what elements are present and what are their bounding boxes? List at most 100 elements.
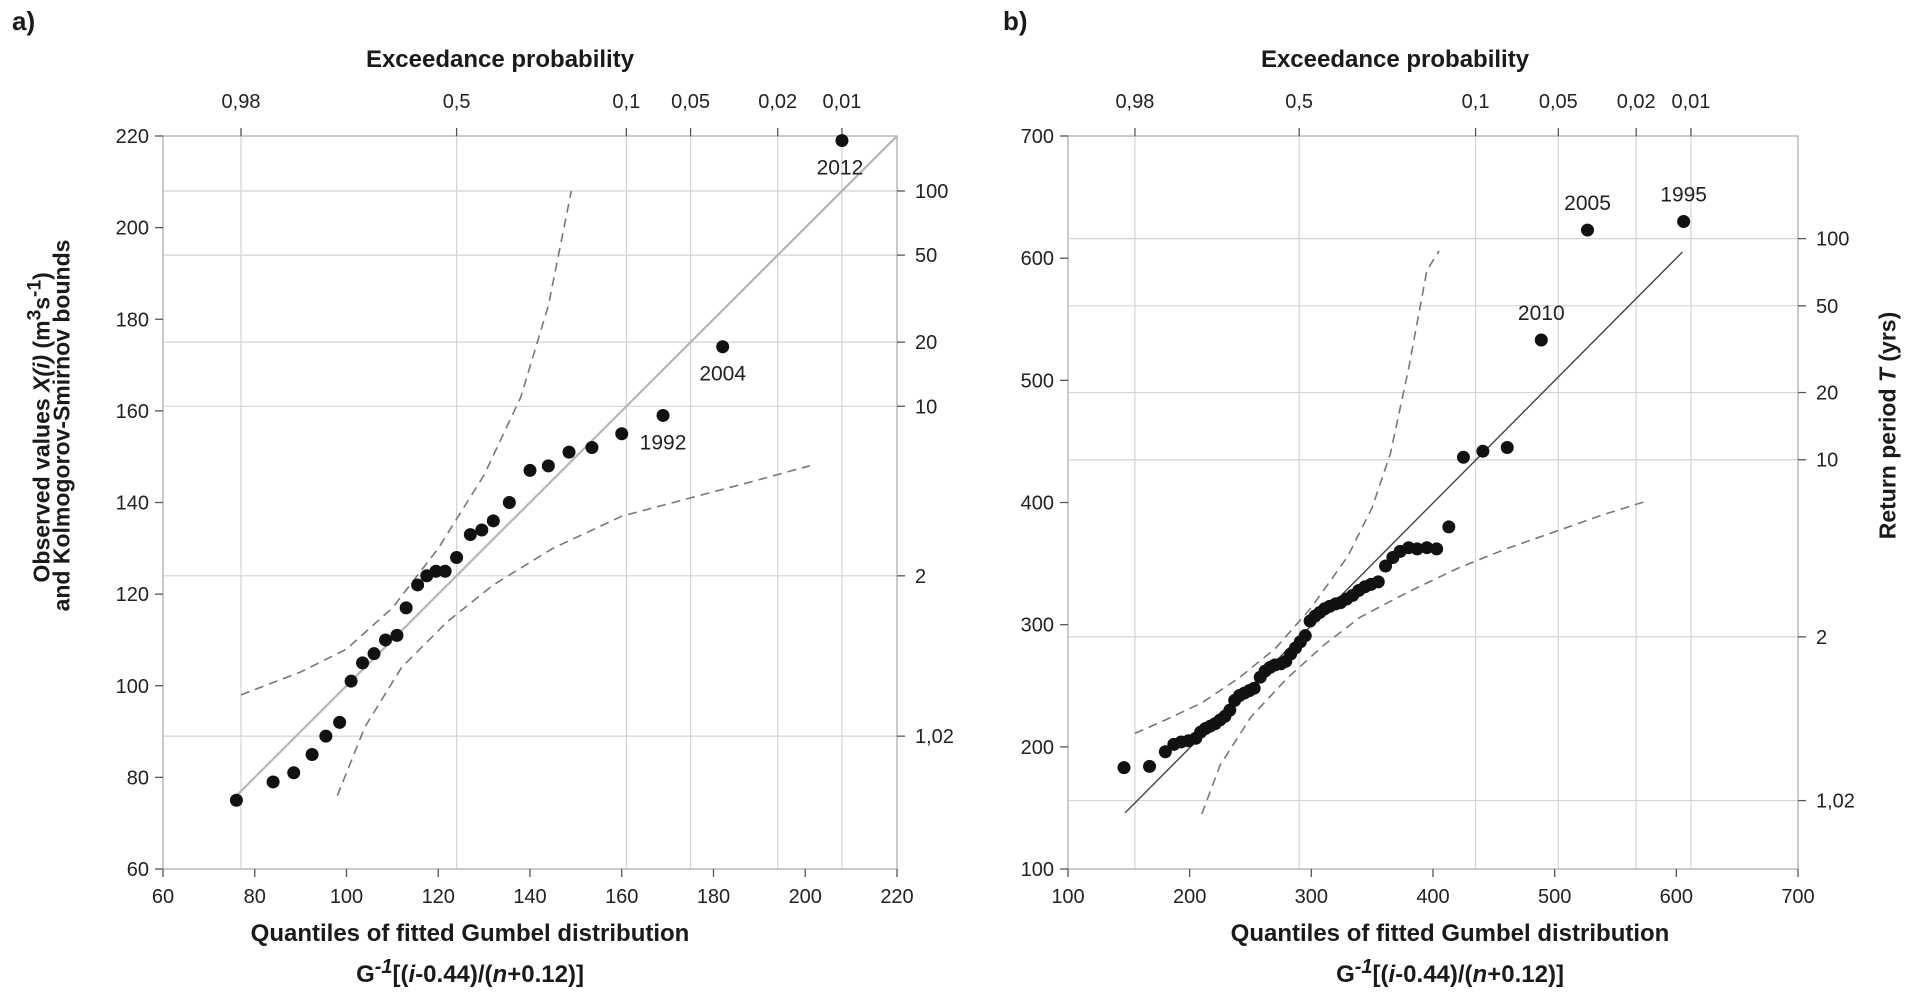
x-tick-label: 140 (513, 886, 546, 908)
fitted-gumbel-line (235, 135, 898, 797)
prob-tick-label: 0,02 (1617, 91, 1656, 113)
formula-part: +0.12)] (1487, 961, 1564, 988)
data-point (1410, 542, 1424, 556)
data-point (378, 633, 392, 647)
panel-b-plot: 100 200 300 400 500 600 700 100 200 300 400 500 600 7… (1021, 91, 1855, 908)
data-point (835, 134, 849, 148)
year-annotation: 1995 (1660, 184, 1707, 207)
data-point (562, 445, 576, 459)
data-point (356, 656, 370, 670)
x-tick-label: 700 (1781, 886, 1814, 908)
panel-b-label: b) (1003, 6, 1028, 36)
data-point (344, 674, 358, 688)
formula-g: G (1336, 961, 1355, 988)
data-point (1371, 575, 1385, 589)
return-period-tick-label: 10 (1816, 450, 1838, 472)
data-point (475, 523, 489, 537)
panel-b-xlabel: Quantiles of fitted Gumbel distribution (1230, 920, 1670, 947)
y-tick-label: 200 (1021, 737, 1054, 759)
data-point (1456, 450, 1470, 464)
data-point (523, 463, 537, 477)
return-period-tick-label: 1,02 (1816, 791, 1855, 813)
data-point (1143, 759, 1157, 773)
x-tick-label: 200 (789, 886, 822, 908)
data-point (1117, 761, 1131, 775)
data-point (319, 729, 333, 743)
data-point (1476, 444, 1490, 458)
data-point (1581, 223, 1595, 237)
x-tick-label: 500 (1538, 886, 1571, 908)
data-point (1247, 681, 1261, 695)
data-point (390, 628, 404, 642)
return-period-tick-label: 20 (1816, 383, 1838, 405)
prob-tick-label: 0,02 (758, 91, 797, 113)
data-point (1534, 333, 1548, 347)
data-point (229, 793, 243, 807)
x-tick-label: 60 (152, 886, 174, 908)
panel-b-xlabel-formula: G-1[(i-0.44)/(n+0.12)] (1210, 956, 1690, 989)
data-point (287, 766, 301, 780)
x-tick-label: 160 (605, 886, 638, 908)
data-point (1379, 559, 1393, 573)
data-point (1420, 541, 1434, 555)
return-period-tick-label: 20 (915, 332, 937, 354)
x-tick-label: 220 (880, 886, 913, 908)
y-tick-label: 140 (116, 493, 149, 515)
year-annotation: 2004 (699, 363, 746, 386)
data-point (615, 427, 629, 441)
data-point (656, 408, 670, 422)
formula-n: n (492, 961, 508, 988)
data-point (463, 528, 477, 542)
data-point (450, 550, 464, 564)
data-point (585, 441, 599, 455)
prob-tick-label: 0,01 (1671, 91, 1710, 113)
data-point (502, 496, 516, 509)
formula-g: G (356, 961, 375, 988)
return-period-tick-label: 100 (1816, 229, 1849, 251)
formula-i: i (408, 961, 416, 988)
formula-exponent: -1 (374, 956, 393, 978)
x-tick-label: 120 (422, 886, 455, 908)
x-tick-label: 80 (244, 886, 266, 908)
y-tick-label: 600 (1021, 248, 1054, 270)
x-tick-label: 200 (1173, 886, 1206, 908)
data-point (367, 647, 381, 661)
prob-tick-label: 0,98 (1115, 91, 1154, 113)
data-point (1158, 745, 1172, 759)
panel-a-plot: 60 80 100 120 140 160 180 200 220608010012014016… (116, 91, 954, 908)
panel-a-xlabel: Quantiles of fitted Gumbel distribution (250, 920, 690, 947)
y-tick-label: 160 (116, 401, 149, 423)
return-period-tick-label: 1,02 (915, 726, 954, 748)
data-point (266, 775, 280, 789)
x-tick-label: 600 (1660, 886, 1693, 908)
year-annotation: 1992 (640, 431, 687, 454)
return-period-tick-label: 50 (1816, 296, 1838, 318)
y-tick-label: 300 (1021, 615, 1054, 637)
data-point (486, 514, 500, 528)
x-tick-label: 180 (697, 886, 730, 908)
y-tick-label: 200 (116, 218, 149, 240)
panel-a-top-axis-title: Exceedance probability (365, 46, 635, 73)
y-tick-label: 220 (116, 126, 149, 148)
data-point (429, 564, 443, 578)
formula-n: n (1472, 961, 1488, 988)
year-annotation: 2012 (817, 157, 864, 180)
data-point (399, 601, 413, 615)
ks-upper-bound (1134, 250, 1440, 735)
formula-part: +0.12)] (507, 961, 584, 988)
formula-part: [( (392, 961, 409, 988)
x-tick-label: 300 (1295, 886, 1328, 908)
ks-lower-bound (336, 465, 811, 796)
prob-tick-label: 0,5 (1285, 91, 1313, 113)
panel-a-xlabel-formula: G-1[(i-0.44)/(n+0.12)] (230, 956, 710, 989)
data-point (1677, 215, 1691, 229)
data-point (1430, 542, 1444, 556)
year-annotation: 2005 (1564, 192, 1611, 215)
y-tick-label: 700 (1021, 126, 1054, 148)
formula-part: -0.44)/( (415, 961, 493, 988)
y-tick-label: 180 (116, 309, 149, 331)
data-point (333, 715, 347, 729)
data-point (541, 459, 555, 473)
y-tick-label: 400 (1021, 493, 1054, 515)
